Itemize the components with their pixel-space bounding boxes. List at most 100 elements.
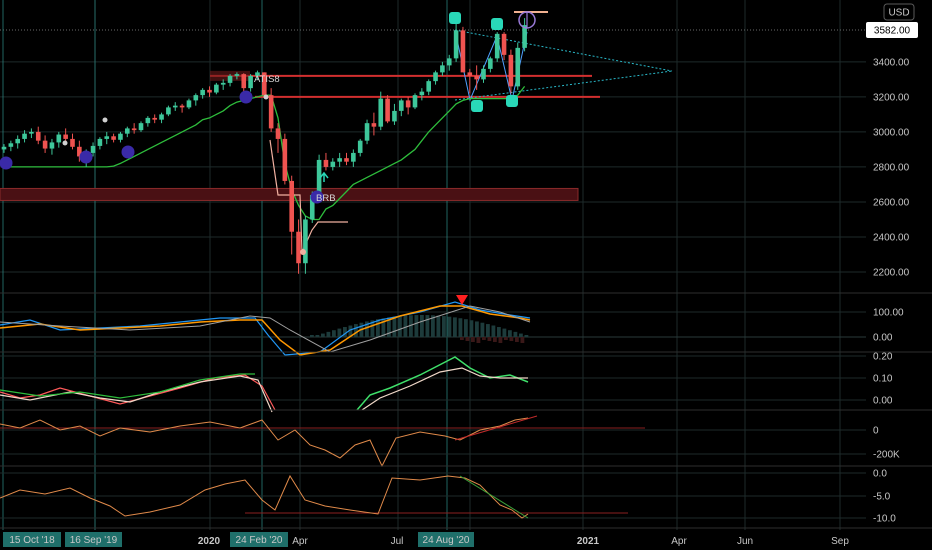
candle <box>275 123 281 153</box>
highlighted-date-bg <box>230 532 288 547</box>
currency-label: USD <box>888 8 909 19</box>
candle <box>131 123 137 134</box>
candle <box>220 79 226 90</box>
candle <box>125 126 130 138</box>
candle-body <box>337 158 342 162</box>
candle-body <box>193 95 199 101</box>
histogram-bar <box>471 337 475 342</box>
circle-marker <box>79 150 93 164</box>
candle <box>166 105 171 117</box>
candle-body <box>166 107 171 115</box>
candle-body <box>1 146 7 150</box>
candle <box>494 32 500 62</box>
candle-body <box>378 98 384 127</box>
histogram-bar <box>403 315 408 337</box>
histogram-bar <box>482 337 486 340</box>
candle-body <box>309 194 315 220</box>
indicator-panes <box>0 295 866 519</box>
time-axis[interactable]: 2020 Apr Jul 2021 Apr Jun Sep 15 Oct '18 16 Sep … <box>0 530 932 550</box>
histogram-bar <box>431 315 435 337</box>
histogram-bar <box>398 316 402 337</box>
histogram-bar <box>480 322 485 337</box>
candles[interactable] <box>1 18 527 274</box>
candle-body <box>474 75 479 80</box>
histogram-bar <box>365 321 369 337</box>
candle-body <box>172 105 178 108</box>
candle-body <box>248 75 253 89</box>
candle <box>508 49 514 94</box>
candle-body <box>35 131 41 141</box>
candle-body <box>371 123 377 127</box>
ind2-red <box>0 374 276 411</box>
candle <box>1 144 7 153</box>
pane-tick-label: 100.00 <box>873 308 904 319</box>
candle-body <box>440 65 445 73</box>
candle <box>172 102 178 111</box>
candle-body <box>220 82 226 85</box>
candle-body <box>508 54 514 87</box>
candle-body <box>344 158 349 162</box>
histogram-bar <box>460 337 464 340</box>
candle <box>15 135 20 149</box>
highlighted-date-label: 16 Sep '19 <box>70 535 118 546</box>
time-tick-label: Jun <box>737 536 753 547</box>
candle <box>351 149 356 167</box>
histogram-bar <box>370 320 375 337</box>
candle-body <box>494 33 500 59</box>
candle-body <box>131 128 137 131</box>
time-tick-label: Sep <box>831 536 849 547</box>
histogram-bar <box>315 335 320 337</box>
candle <box>378 91 384 131</box>
candle <box>152 114 157 124</box>
pivot-marker <box>506 95 518 107</box>
candle-body <box>207 89 212 93</box>
small-marker <box>62 140 68 146</box>
candle-body <box>419 91 425 96</box>
candle <box>262 72 267 97</box>
candle-body <box>446 58 452 66</box>
candle <box>70 133 75 150</box>
pane-tick-label: 0.00 <box>873 333 893 344</box>
candle-body <box>405 100 411 108</box>
candle-body <box>364 123 370 141</box>
candle <box>501 32 507 61</box>
candle-body <box>234 74 240 76</box>
price-tick-label: 2400.00 <box>873 232 910 243</box>
candle-body <box>118 133 123 140</box>
histogram-bar <box>491 325 496 337</box>
candle-body <box>467 72 473 76</box>
ind2-green <box>356 356 529 411</box>
candle <box>433 70 438 85</box>
circle-marker <box>310 190 324 204</box>
last-price-tag: 3582.00 <box>866 22 918 38</box>
candle-body <box>282 138 288 181</box>
candle-body <box>351 152 356 162</box>
histogram-bar <box>332 330 336 337</box>
histogram-bar <box>321 333 325 337</box>
candle-body <box>152 117 157 120</box>
candle <box>446 54 452 71</box>
candle-body <box>227 75 233 83</box>
histogram-bar <box>515 337 519 342</box>
candle <box>138 121 144 132</box>
currency-badge[interactable]: USD <box>883 3 915 21</box>
price-tick-label: 2200.00 <box>873 268 910 279</box>
candle-body <box>145 117 151 124</box>
histogram-bar <box>465 337 470 341</box>
candle-body <box>49 142 55 149</box>
candle <box>522 18 527 52</box>
candle <box>42 135 48 153</box>
triangle-lower <box>454 70 673 101</box>
histogram-bar <box>486 324 490 337</box>
candle <box>371 112 377 136</box>
pattern-markers <box>0 11 536 255</box>
histogram-bar <box>504 337 508 340</box>
candle-body <box>42 140 48 149</box>
highlighted-date-label: 24 Aug '20 <box>423 535 470 546</box>
price-axis[interactable]: 3400.00 3200.00 3000.00 2800.00 2600.00 2400.… <box>873 57 910 524</box>
candle <box>186 98 192 110</box>
candle <box>227 74 233 87</box>
candle <box>56 131 62 148</box>
annotation-brb: BRB <box>316 193 336 204</box>
